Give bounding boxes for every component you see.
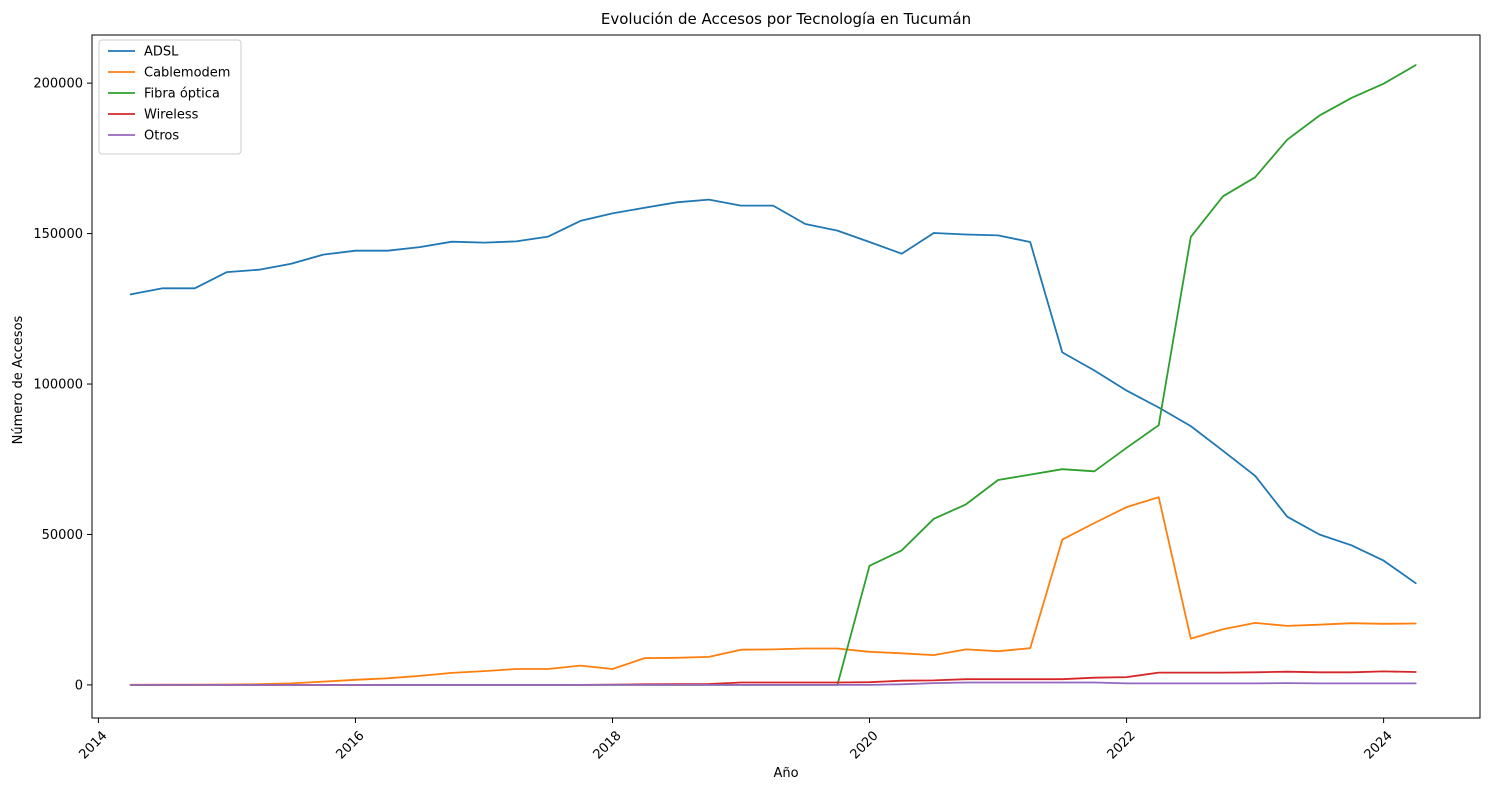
x-tick-label: 2016 xyxy=(334,728,368,762)
y-tick-label: 200000 xyxy=(33,77,83,92)
series-line-fibra-optica xyxy=(129,64,1417,686)
legend: ADSL Cablemodem Fibra óptica Wireless Otros xyxy=(98,39,242,155)
legend-box xyxy=(98,39,242,155)
x-tick-label: 2014 xyxy=(76,728,110,762)
series-line-adsl xyxy=(129,198,1417,585)
y-axis-label: Número de Accesos xyxy=(11,315,26,444)
x-axis-ticks: 2014 2016 2018 2020 2022 2024 xyxy=(76,718,1396,762)
legend-label: Wireless xyxy=(144,108,199,123)
y-axis-ticks: 0 50000 100000 150000 200000 xyxy=(33,77,92,693)
plot-frame xyxy=(91,34,1481,719)
x-axis-label: Año xyxy=(773,766,798,781)
series-layer xyxy=(129,64,1417,686)
legend-label: Fibra óptica xyxy=(144,87,220,102)
legend-label: Cablemodem xyxy=(144,66,230,81)
series-line-cablemodem xyxy=(129,496,1417,686)
chart-title: Evolución de Accesos por Tecnología en T… xyxy=(601,10,971,28)
series-line-otros xyxy=(129,681,1417,686)
y-tick-label: 150000 xyxy=(33,227,83,242)
y-tick-label: 0 xyxy=(75,678,83,693)
legend-label: Otros xyxy=(144,129,179,144)
legend-label: ADSL xyxy=(144,45,179,60)
y-tick-label: 50000 xyxy=(42,528,83,543)
x-tick-label: 2018 xyxy=(591,728,625,762)
x-tick-label: 2024 xyxy=(1362,728,1396,762)
x-tick-label: 2022 xyxy=(1105,728,1139,762)
x-tick-label: 2020 xyxy=(848,728,882,762)
y-tick-label: 100000 xyxy=(33,378,83,393)
